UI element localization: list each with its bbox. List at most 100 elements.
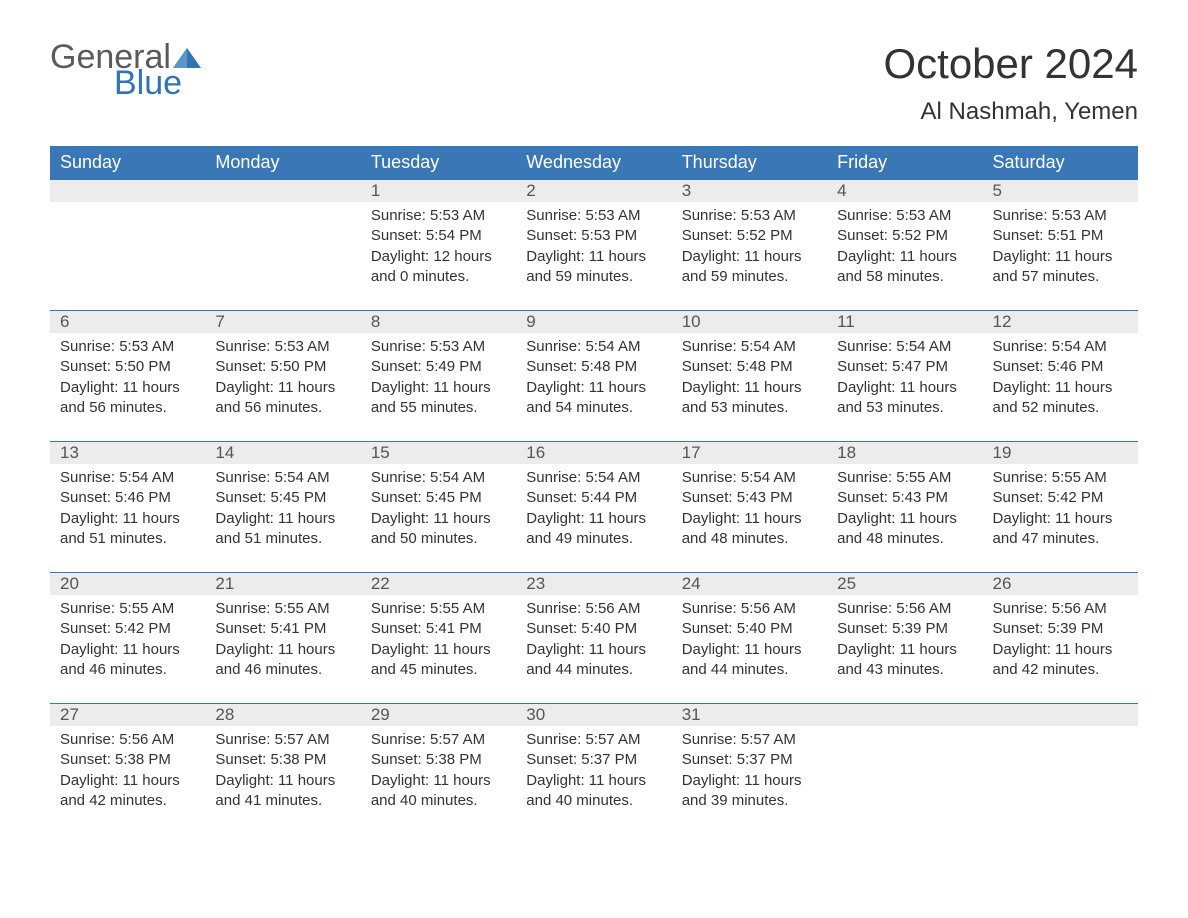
day-line-sunset: Sunset: 5:39 PM [837,619,972,639]
day-line-dl2: and 53 minutes. [682,398,817,418]
calendar-week: 1Sunrise: 5:53 AMSunset: 5:54 PMDaylight… [50,180,1138,311]
day-number: 17 [672,442,827,464]
weekday-header: Thursday [672,146,827,180]
calendar-cell: 8Sunrise: 5:53 AMSunset: 5:49 PMDaylight… [361,311,516,442]
day-body-empty [50,202,205,310]
day-number: 14 [205,442,360,464]
calendar-cell: 29Sunrise: 5:57 AMSunset: 5:38 PMDayligh… [361,704,516,835]
day-body: Sunrise: 5:57 AMSunset: 5:38 PMDaylight:… [361,726,516,834]
calendar-cell [827,704,982,835]
day-body: Sunrise: 5:54 AMSunset: 5:45 PMDaylight:… [205,464,360,572]
day-line-dl1: Daylight: 11 hours [215,640,350,660]
day-line-sunrise: Sunrise: 5:57 AM [371,730,506,750]
month-title: October 2024 [883,40,1138,88]
day-line-dl2: and 49 minutes. [526,529,661,549]
day-line-sunrise: Sunrise: 5:53 AM [371,206,506,226]
day-body: Sunrise: 5:57 AMSunset: 5:37 PMDaylight:… [516,726,671,834]
day-line-sunset: Sunset: 5:38 PM [215,750,350,770]
day-body: Sunrise: 5:56 AMSunset: 5:38 PMDaylight:… [50,726,205,834]
day-line-sunrise: Sunrise: 5:54 AM [993,337,1128,357]
day-line-sunrise: Sunrise: 5:57 AM [682,730,817,750]
day-body: Sunrise: 5:53 AMSunset: 5:54 PMDaylight:… [361,202,516,310]
day-number: 25 [827,573,982,595]
day-body: Sunrise: 5:53 AMSunset: 5:50 PMDaylight:… [205,333,360,441]
day-line-sunset: Sunset: 5:53 PM [526,226,661,246]
day-line-sunrise: Sunrise: 5:57 AM [526,730,661,750]
day-line-dl2: and 43 minutes. [837,660,972,680]
day-line-sunrise: Sunrise: 5:56 AM [837,599,972,619]
day-line-dl1: Daylight: 11 hours [837,509,972,529]
calendar-cell: 28Sunrise: 5:57 AMSunset: 5:38 PMDayligh… [205,704,360,835]
day-line-sunrise: Sunrise: 5:54 AM [682,337,817,357]
day-line-sunrise: Sunrise: 5:55 AM [215,599,350,619]
day-line-dl2: and 51 minutes. [215,529,350,549]
header: General Blue October 2024 Al Nashmah, Ye… [50,40,1138,126]
day-line-dl2: and 44 minutes. [682,660,817,680]
calendar-cell: 9Sunrise: 5:54 AMSunset: 5:48 PMDaylight… [516,311,671,442]
day-line-dl2: and 56 minutes. [60,398,195,418]
calendar-cell: 20Sunrise: 5:55 AMSunset: 5:42 PMDayligh… [50,573,205,704]
location: Al Nashmah, Yemen [883,98,1138,126]
title-block: October 2024 Al Nashmah, Yemen [883,40,1138,126]
day-number-empty [50,180,205,202]
day-line-sunset: Sunset: 5:52 PM [837,226,972,246]
calendar-body: 1Sunrise: 5:53 AMSunset: 5:54 PMDaylight… [50,180,1138,835]
day-line-dl1: Daylight: 11 hours [526,509,661,529]
day-line-dl2: and 52 minutes. [993,398,1128,418]
day-number: 15 [361,442,516,464]
calendar-cell: 15Sunrise: 5:54 AMSunset: 5:45 PMDayligh… [361,442,516,573]
day-line-sunset: Sunset: 5:41 PM [371,619,506,639]
day-number: 23 [516,573,671,595]
day-line-sunrise: Sunrise: 5:53 AM [215,337,350,357]
day-line-dl2: and 42 minutes. [60,791,195,811]
calendar-cell: 30Sunrise: 5:57 AMSunset: 5:37 PMDayligh… [516,704,671,835]
day-line-dl2: and 47 minutes. [993,529,1128,549]
day-line-dl2: and 58 minutes. [837,267,972,287]
calendar-cell: 23Sunrise: 5:56 AMSunset: 5:40 PMDayligh… [516,573,671,704]
day-line-dl2: and 50 minutes. [371,529,506,549]
calendar-cell: 31Sunrise: 5:57 AMSunset: 5:37 PMDayligh… [672,704,827,835]
day-line-dl1: Daylight: 11 hours [682,640,817,660]
day-number: 8 [361,311,516,333]
day-line-sunset: Sunset: 5:39 PM [993,619,1128,639]
day-line-sunrise: Sunrise: 5:54 AM [682,468,817,488]
calendar-week: 20Sunrise: 5:55 AMSunset: 5:42 PMDayligh… [50,573,1138,704]
day-line-dl2: and 48 minutes. [837,529,972,549]
day-body: Sunrise: 5:54 AMSunset: 5:46 PMDaylight:… [50,464,205,572]
day-line-dl2: and 44 minutes. [526,660,661,680]
day-line-dl2: and 46 minutes. [60,660,195,680]
day-body: Sunrise: 5:53 AMSunset: 5:53 PMDaylight:… [516,202,671,310]
weekday-header: Wednesday [516,146,671,180]
calendar-cell: 18Sunrise: 5:55 AMSunset: 5:43 PMDayligh… [827,442,982,573]
day-line-dl1: Daylight: 11 hours [993,247,1128,267]
day-line-sunset: Sunset: 5:42 PM [993,488,1128,508]
day-line-sunrise: Sunrise: 5:54 AM [215,468,350,488]
day-body: Sunrise: 5:56 AMSunset: 5:39 PMDaylight:… [827,595,982,703]
day-body-empty [205,202,360,310]
day-line-sunrise: Sunrise: 5:54 AM [526,337,661,357]
day-number: 7 [205,311,360,333]
calendar-week: 6Sunrise: 5:53 AMSunset: 5:50 PMDaylight… [50,311,1138,442]
day-line-sunset: Sunset: 5:47 PM [837,357,972,377]
day-line-sunrise: Sunrise: 5:56 AM [682,599,817,619]
day-line-sunrise: Sunrise: 5:54 AM [837,337,972,357]
day-line-dl2: and 39 minutes. [682,791,817,811]
day-number-empty [983,704,1138,726]
day-body: Sunrise: 5:54 AMSunset: 5:46 PMDaylight:… [983,333,1138,441]
day-line-sunrise: Sunrise: 5:56 AM [526,599,661,619]
day-number-empty [205,180,360,202]
day-line-dl1: Daylight: 11 hours [993,509,1128,529]
day-line-sunset: Sunset: 5:48 PM [682,357,817,377]
day-body: Sunrise: 5:53 AMSunset: 5:52 PMDaylight:… [672,202,827,310]
day-line-dl2: and 56 minutes. [215,398,350,418]
calendar-week: 13Sunrise: 5:54 AMSunset: 5:46 PMDayligh… [50,442,1138,573]
day-body: Sunrise: 5:54 AMSunset: 5:48 PMDaylight:… [672,333,827,441]
day-line-dl2: and 53 minutes. [837,398,972,418]
calendar-cell: 22Sunrise: 5:55 AMSunset: 5:41 PMDayligh… [361,573,516,704]
day-line-sunrise: Sunrise: 5:53 AM [837,206,972,226]
day-line-sunrise: Sunrise: 5:57 AM [215,730,350,750]
day-line-sunset: Sunset: 5:45 PM [215,488,350,508]
day-number: 26 [983,573,1138,595]
calendar-cell: 17Sunrise: 5:54 AMSunset: 5:43 PMDayligh… [672,442,827,573]
day-line-dl1: Daylight: 11 hours [682,247,817,267]
